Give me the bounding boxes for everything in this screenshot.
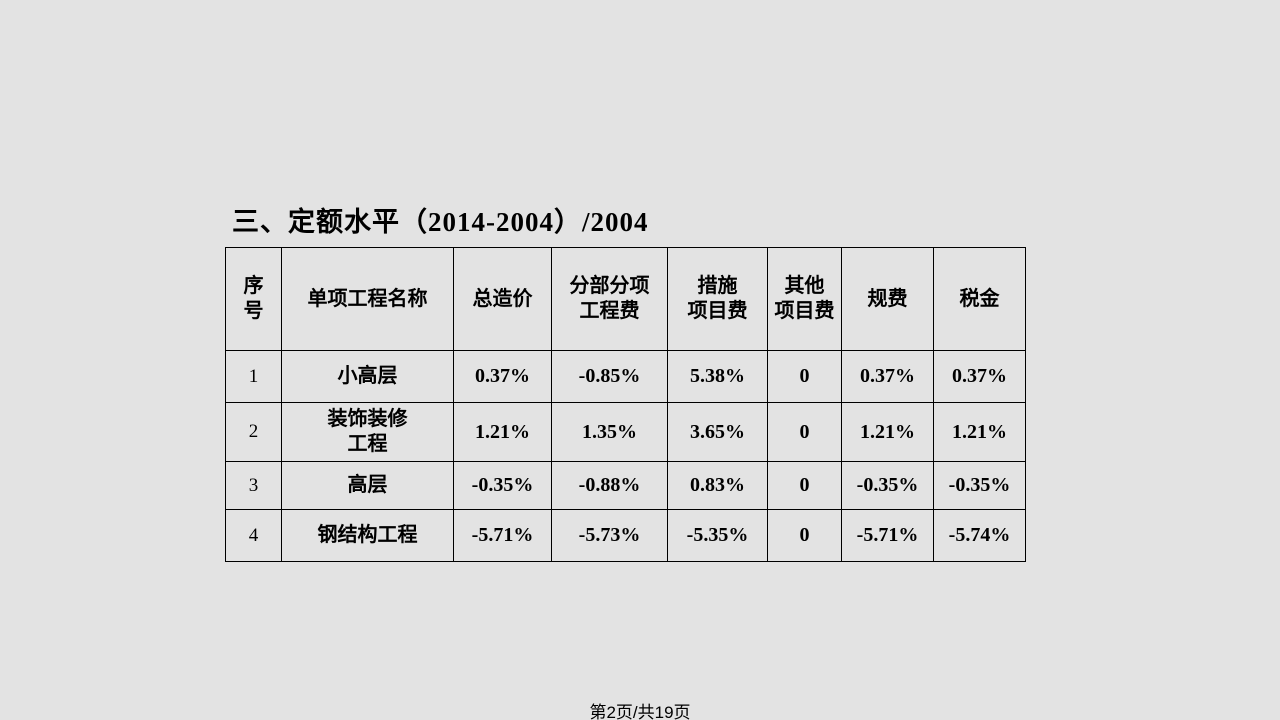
cell-name: 钢结构工程 bbox=[282, 510, 454, 562]
cell-name: 高层 bbox=[282, 462, 454, 510]
cell-name: 小高层 bbox=[282, 351, 454, 403]
cell-index: 4 bbox=[226, 510, 282, 562]
cell-value: -5.73% bbox=[552, 510, 668, 562]
cell-value: 5.38% bbox=[668, 351, 768, 403]
page-indicator: 第2页/共19页 bbox=[0, 698, 1280, 720]
col-header-subdiv: 分部分项工程费 bbox=[552, 248, 668, 351]
cell-value: -0.35% bbox=[934, 462, 1026, 510]
cell-name: 装饰装修工程 bbox=[282, 403, 454, 462]
quota-level-table: 序号 单项工程名称 总造价 分部分项工程费 措施项目费 其他项目费 规费 税金 … bbox=[225, 247, 1026, 562]
cell-value: 1.21% bbox=[454, 403, 552, 462]
table-row: 2 装饰装修工程 1.21% 1.35% 3.65% 0 1.21% 1.21% bbox=[226, 403, 1026, 462]
cell-value: 0.37% bbox=[454, 351, 552, 403]
col-header-index: 序号 bbox=[226, 248, 282, 351]
cell-value: -0.85% bbox=[552, 351, 668, 403]
section-title: 三、定额水平（2014-2004）/2004 bbox=[232, 200, 649, 239]
cell-value: -0.35% bbox=[454, 462, 552, 510]
cell-value: -0.88% bbox=[552, 462, 668, 510]
cell-value: 1.21% bbox=[934, 403, 1026, 462]
table-header-row: 序号 单项工程名称 总造价 分部分项工程费 措施项目费 其他项目费 规费 税金 bbox=[226, 248, 1026, 351]
col-header-measure: 措施项目费 bbox=[668, 248, 768, 351]
table-row: 3 高层 -0.35% -0.88% 0.83% 0 -0.35% -0.35% bbox=[226, 462, 1026, 510]
cell-value: -5.74% bbox=[934, 510, 1026, 562]
col-header-total: 总造价 bbox=[454, 248, 552, 351]
col-header-tax: 税金 bbox=[934, 248, 1026, 351]
cell-value: 3.65% bbox=[668, 403, 768, 462]
cell-value: 0 bbox=[768, 462, 842, 510]
col-header-other: 其他项目费 bbox=[768, 248, 842, 351]
col-header-fee: 规费 bbox=[842, 248, 934, 351]
cell-value: 0.83% bbox=[668, 462, 768, 510]
cell-index: 3 bbox=[226, 462, 282, 510]
document-page: 三、定额水平（2014-2004）/2004 序号 单项工程名称 总造价 分部分… bbox=[0, 0, 1280, 720]
cell-value: -5.71% bbox=[454, 510, 552, 562]
cell-value: 0.37% bbox=[934, 351, 1026, 403]
cell-value: -5.71% bbox=[842, 510, 934, 562]
col-header-name: 单项工程名称 bbox=[282, 248, 454, 351]
cell-value: -5.35% bbox=[668, 510, 768, 562]
cell-index: 2 bbox=[226, 403, 282, 462]
cell-index: 1 bbox=[226, 351, 282, 403]
table-row: 1 小高层 0.37% -0.85% 5.38% 0 0.37% 0.37% bbox=[226, 351, 1026, 403]
cell-value: 0 bbox=[768, 403, 842, 462]
cell-value: 0 bbox=[768, 510, 842, 562]
cell-value: -0.35% bbox=[842, 462, 934, 510]
cell-value: 0.37% bbox=[842, 351, 934, 403]
cell-value: 1.35% bbox=[552, 403, 668, 462]
cell-value: 1.21% bbox=[842, 403, 934, 462]
table-row: 4 钢结构工程 -5.71% -5.73% -5.35% 0 -5.71% -5… bbox=[226, 510, 1026, 562]
cell-value: 0 bbox=[768, 351, 842, 403]
